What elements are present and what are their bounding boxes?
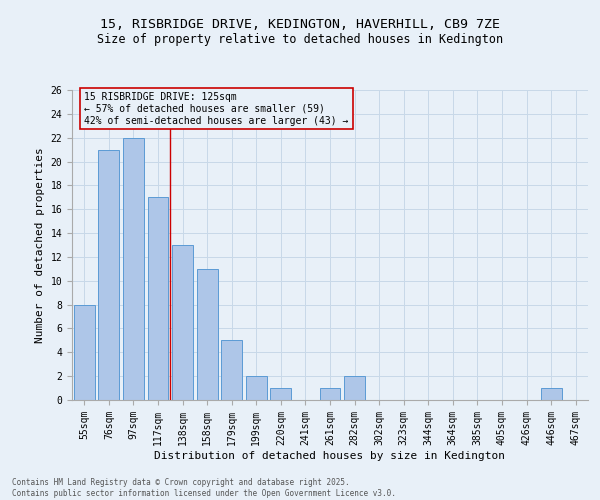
Bar [221, 340, 242, 400]
Bar [246, 376, 267, 400]
Bar [344, 376, 365, 400]
X-axis label: Distribution of detached houses by size in Kedington: Distribution of detached houses by size … [155, 450, 505, 460]
Text: Size of property relative to detached houses in Kedington: Size of property relative to detached ho… [97, 32, 503, 46]
Bar [148, 198, 169, 400]
Bar [271, 388, 292, 400]
Text: Contains HM Land Registry data © Crown copyright and database right 2025.
Contai: Contains HM Land Registry data © Crown c… [12, 478, 396, 498]
Bar [541, 388, 562, 400]
Y-axis label: Number of detached properties: Number of detached properties [35, 147, 45, 343]
Bar [74, 304, 95, 400]
Bar [172, 245, 193, 400]
Text: 15, RISBRIDGE DRIVE, KEDINGTON, HAVERHILL, CB9 7ZE: 15, RISBRIDGE DRIVE, KEDINGTON, HAVERHIL… [100, 18, 500, 30]
Bar [98, 150, 119, 400]
Bar [320, 388, 340, 400]
Bar [197, 269, 218, 400]
Bar [123, 138, 144, 400]
Text: 15 RISBRIDGE DRIVE: 125sqm
← 57% of detached houses are smaller (59)
42% of semi: 15 RISBRIDGE DRIVE: 125sqm ← 57% of deta… [84, 92, 349, 126]
